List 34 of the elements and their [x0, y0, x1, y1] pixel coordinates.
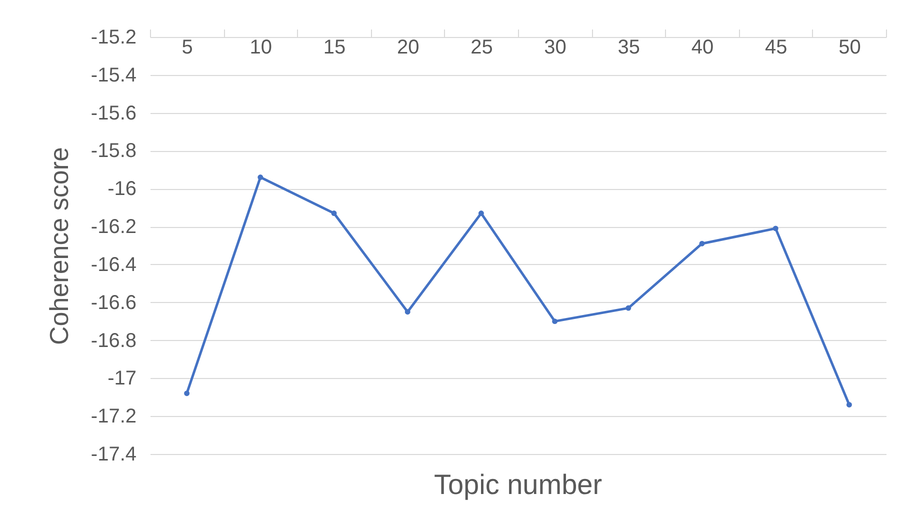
x-tick-label: 30 [544, 36, 566, 58]
x-tick-label: 15 [323, 36, 346, 58]
y-tick-label: -15.6 [90, 102, 136, 124]
y-tick-label: -16.8 [90, 330, 136, 352]
x-tick-label: 20 [396, 36, 420, 58]
y-tick-label: -17.2 [90, 406, 136, 428]
y-tick-label: -16.4 [90, 254, 136, 276]
point [772, 226, 778, 232]
y-tick-label: -16.6 [90, 292, 136, 314]
y-tick-label: -15.2 [90, 26, 136, 48]
point [846, 402, 852, 408]
x-tick-label: 35 [618, 36, 640, 58]
y-tick-label: -17 [108, 368, 136, 390]
y-tick-label: -16.2 [90, 216, 136, 238]
point [478, 210, 484, 216]
x-tick-label: 25 [470, 36, 493, 58]
x-tick-label: 50 [838, 36, 861, 58]
x-axis-title: Topic number [434, 469, 602, 500]
point [404, 309, 410, 315]
point [184, 390, 190, 396]
point [626, 305, 632, 311]
x-tick-label: 10 [250, 36, 272, 58]
y-tick-label: -15.8 [90, 140, 136, 162]
x-tick-label: 45 [764, 36, 788, 58]
x-tick-label: 40 [691, 36, 714, 58]
x-tick-label: 5 [182, 36, 193, 58]
y-tick-label: -17.4 [90, 444, 136, 466]
y-tick-label: -15.4 [90, 64, 136, 86]
point [699, 240, 705, 246]
y-axis-title: Coherence score [44, 147, 74, 345]
point [331, 210, 337, 216]
point [258, 174, 264, 180]
y-tick-label: -16 [108, 178, 136, 200]
point [552, 318, 558, 324]
